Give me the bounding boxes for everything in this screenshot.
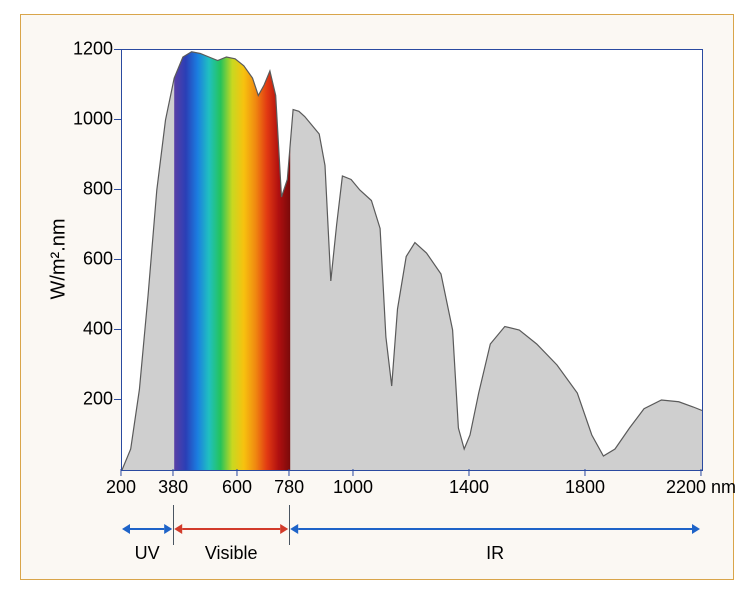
x-tick: 600 xyxy=(222,477,252,498)
region-divider xyxy=(289,505,290,545)
region-divider xyxy=(173,505,174,545)
chart-frame: 20040060080010001200 2003806007801000140… xyxy=(0,0,754,594)
x-tick: 1800 xyxy=(565,477,605,498)
y-tick: 200 xyxy=(21,389,113,410)
y-tick: 800 xyxy=(21,179,113,200)
x-tick: 2200 nm xyxy=(666,477,736,498)
spectrum-curve xyxy=(122,50,702,470)
x-tick: 1000 xyxy=(333,477,373,498)
y-axis-label: W/m².nm xyxy=(48,218,71,299)
plot-area xyxy=(121,49,703,471)
x-tick: 380 xyxy=(158,477,188,498)
chart-panel: 20040060080010001200 2003806007801000140… xyxy=(20,14,734,580)
y-tick: 400 xyxy=(21,319,113,340)
spectral-region-row: UV Visible IR xyxy=(121,505,701,575)
region-label: Visible xyxy=(205,543,258,564)
region-arrows xyxy=(121,505,701,575)
x-tick: 200 xyxy=(106,477,136,498)
visible-spectrum-fill xyxy=(174,50,290,470)
x-tick: 780 xyxy=(274,477,304,498)
region-label: UV xyxy=(135,543,160,564)
y-tick: 1000 xyxy=(21,109,113,130)
y-tick: 1200 xyxy=(21,39,113,60)
x-tick: 1400 xyxy=(449,477,489,498)
region-label: IR xyxy=(486,543,504,564)
